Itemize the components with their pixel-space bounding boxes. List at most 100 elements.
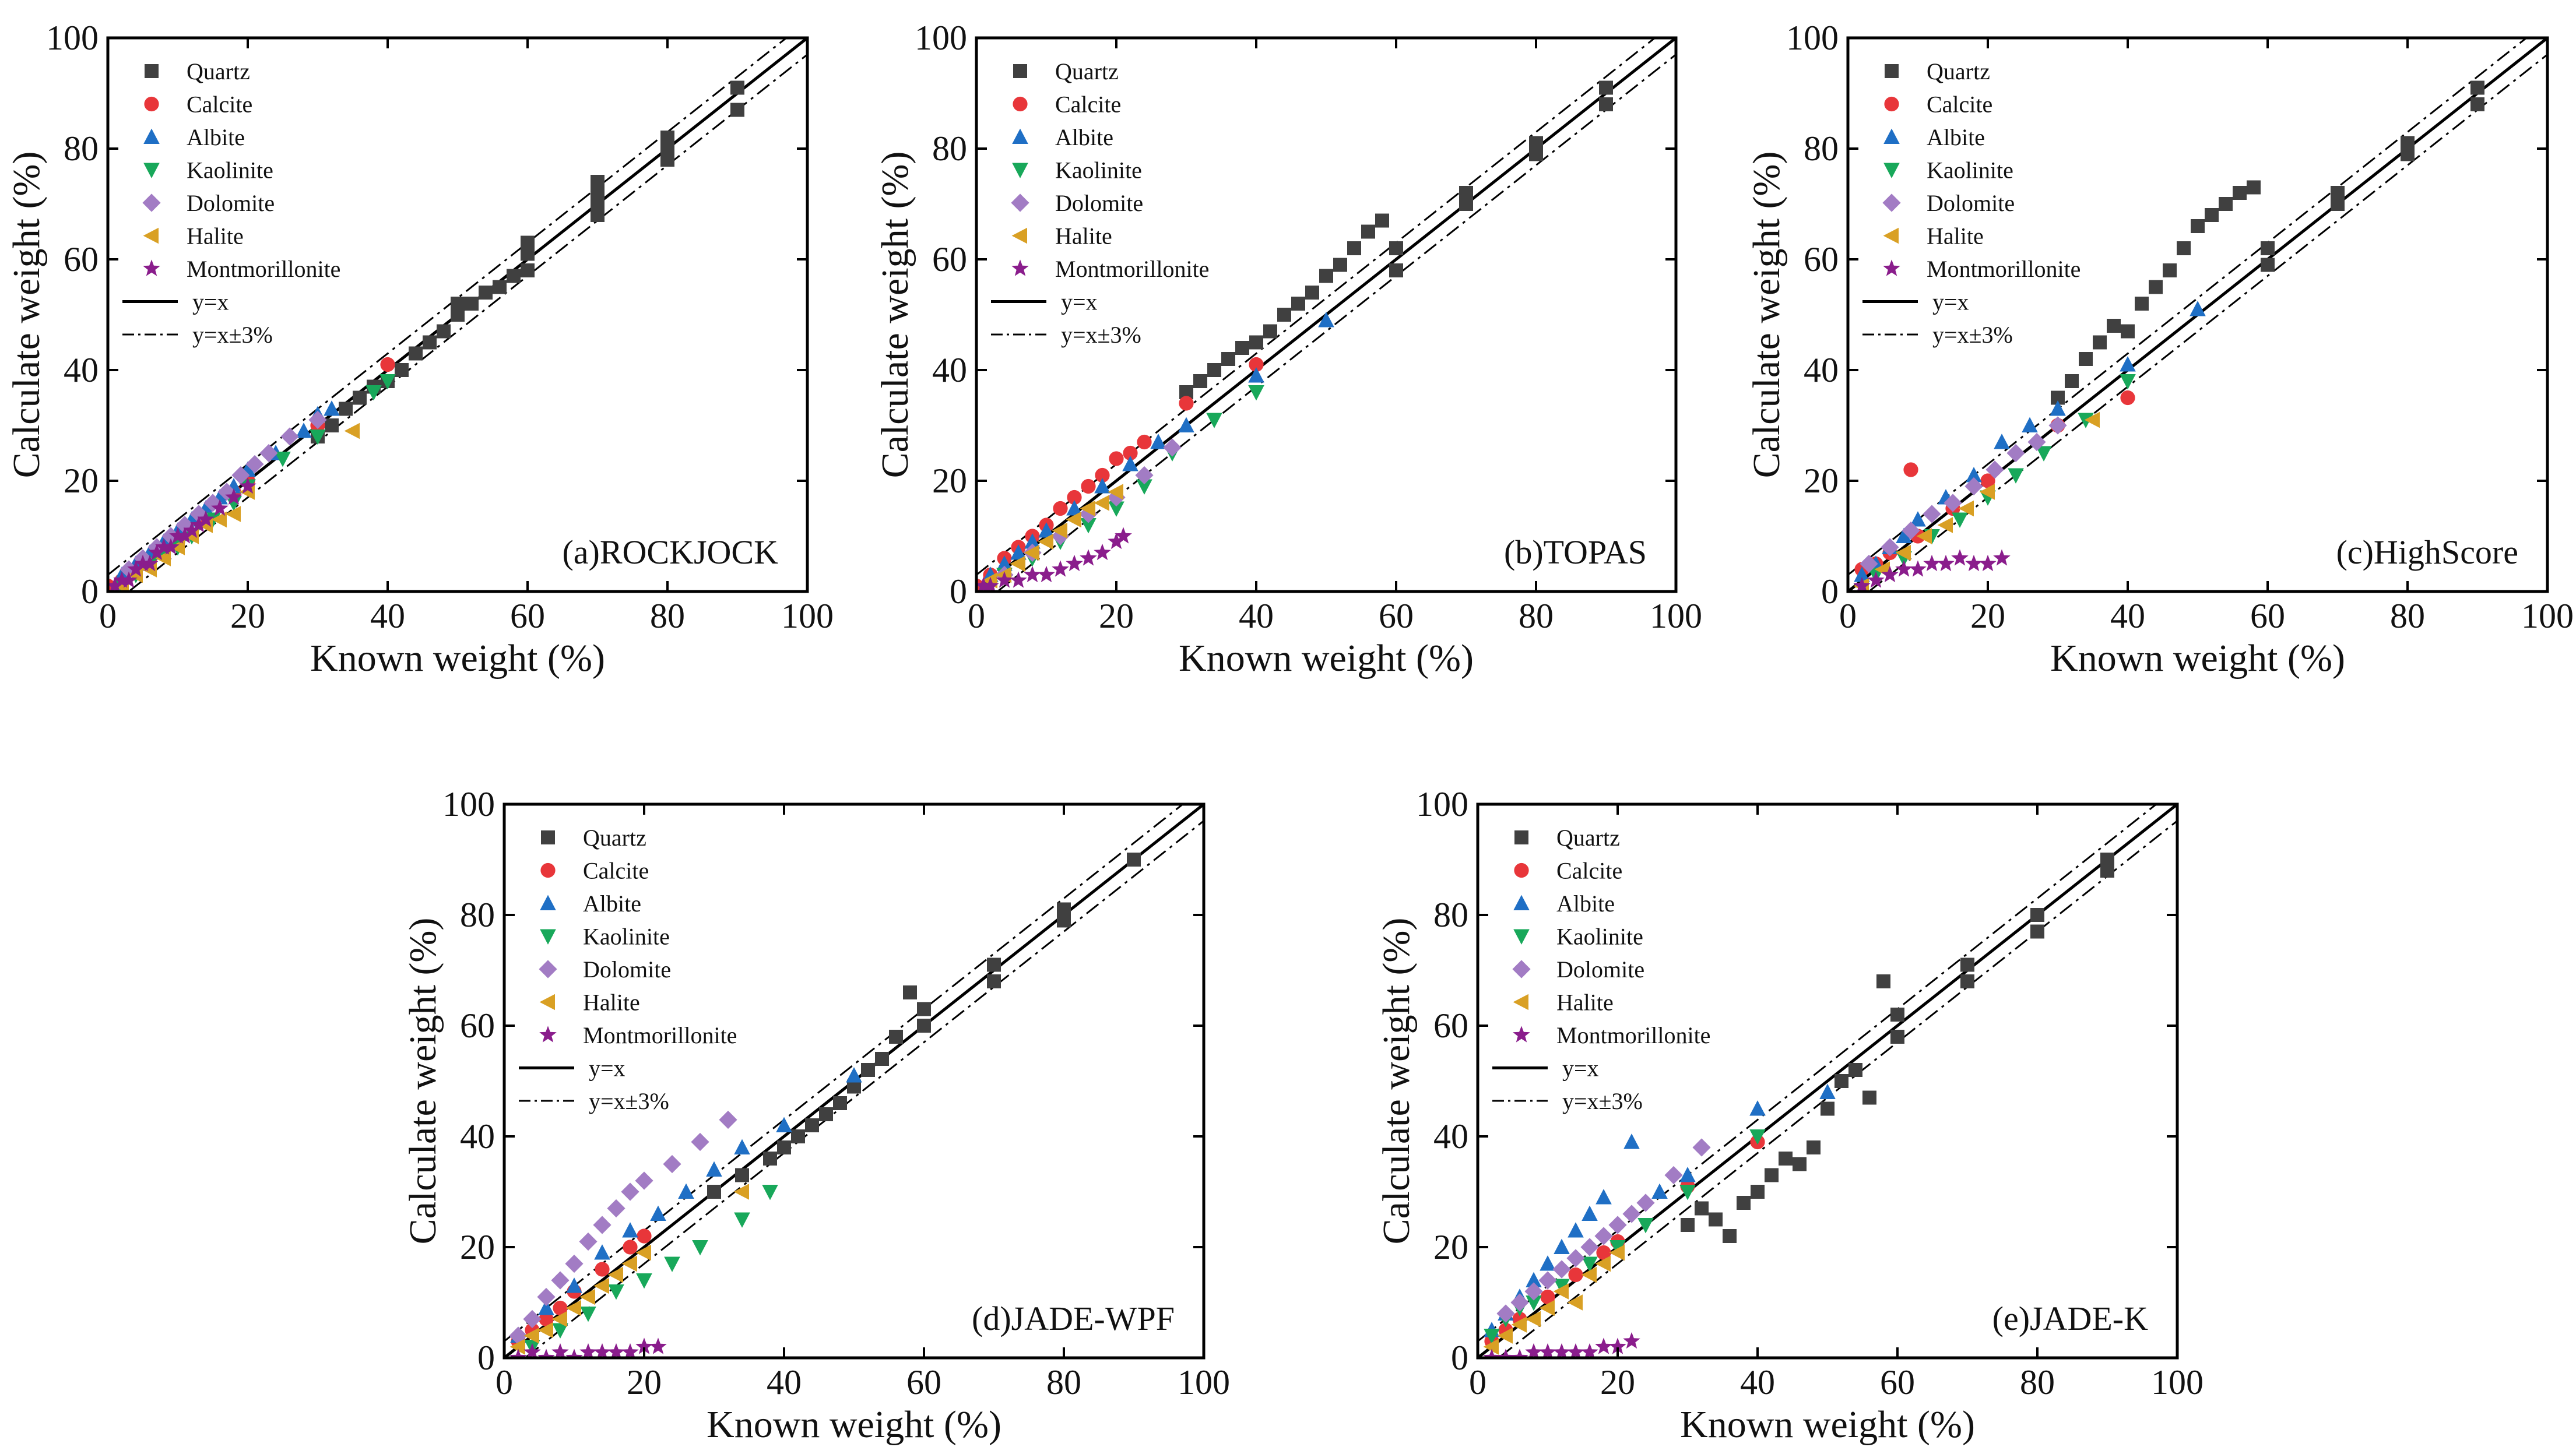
kaolinite-point — [1108, 501, 1124, 517]
x-tick-label: 80 — [2020, 1363, 2055, 1402]
montmorillonite-point — [197, 510, 215, 527]
montmorillonite-point — [1080, 549, 1097, 566]
x-tick-label: 20 — [627, 1363, 662, 1402]
halite-point — [1567, 1294, 1583, 1311]
quartz-point — [479, 286, 493, 300]
montmorillonite-point — [190, 516, 208, 533]
y-tick-label: 60 — [932, 240, 967, 279]
y-tick-label: 80 — [932, 129, 967, 168]
quartz-point — [1277, 308, 1291, 322]
dolomite-point — [621, 1182, 639, 1201]
x-axis-title: Known weight (%) — [1680, 1403, 1975, 1446]
albite-point — [2022, 417, 2038, 432]
quartz-point — [1890, 1030, 1904, 1044]
kaolinite-point — [1679, 1185, 1696, 1200]
quartz-point — [917, 1002, 931, 1016]
y-tick-label: 20 — [460, 1228, 495, 1266]
albite-point — [734, 1139, 750, 1154]
calcite-point — [553, 1300, 568, 1316]
x-tick-label: 0 — [495, 1363, 513, 1402]
quartz-point — [1207, 363, 1221, 377]
albite-point — [846, 1067, 862, 1083]
y-axis-title: Calculate weight (%) — [1745, 152, 1788, 478]
montmorillonite-point — [621, 1343, 639, 1358]
halite-point — [1511, 1316, 1527, 1333]
albite-point — [996, 555, 1013, 571]
halite-point — [1038, 533, 1053, 550]
legend-item: Dolomite — [1512, 956, 1644, 983]
legend-item: Halite — [539, 990, 640, 1016]
quartz-point — [1319, 269, 1333, 283]
quartz-point — [763, 1152, 777, 1166]
y-tick-label: 80 — [64, 129, 99, 168]
albite-point — [2190, 301, 2206, 316]
montmorillonite-point — [1038, 565, 1055, 583]
montmorillonite-point — [1581, 1343, 1598, 1358]
kaolinite-point — [2036, 446, 2052, 462]
line-y-equals-x-minus-3 — [1497, 820, 2177, 1358]
montmorillonite-point — [635, 1337, 653, 1354]
legend-item: Albite — [143, 124, 245, 150]
quartz-point — [2205, 208, 2219, 222]
panel-jade-wpf: 0 20 40 60 80 100 0 20 40 60 80 100 Known weight (%)… — [402, 785, 1230, 1446]
data-points — [1483, 853, 2114, 1358]
x-tick-label: 20 — [1970, 597, 2005, 635]
legend-label: Halite — [187, 223, 244, 249]
plot-frame — [106, 36, 809, 593]
quartz-point — [1779, 1152, 1793, 1166]
albite-point — [1526, 1272, 1542, 1287]
kaolinite-point — [310, 429, 326, 445]
legend-marker-montmorillonite — [143, 259, 160, 276]
calcite-point — [1095, 467, 1110, 483]
quartz-point — [1681, 1218, 1695, 1232]
dolomite-point — [259, 443, 278, 463]
calcite-point — [1137, 434, 1152, 450]
quartz-point — [1221, 352, 1235, 366]
x-tick-label: 60 — [510, 597, 545, 635]
kaolinite-point — [1526, 1295, 1542, 1311]
quartz-point — [1821, 1101, 1835, 1116]
legend-item: Dolomite — [1882, 190, 2015, 216]
legend-label: y=x — [1061, 289, 1098, 315]
dolomite-point — [1594, 1227, 1613, 1245]
albite-point — [1038, 522, 1055, 538]
kaolinite-point — [762, 1185, 778, 1200]
kaolinite-point — [608, 1284, 624, 1300]
quartz-point — [507, 269, 521, 283]
x-tick-label: 80 — [1519, 597, 1554, 635]
dolomite-point — [579, 1232, 598, 1251]
montmorillonite-point — [1853, 576, 1871, 592]
albite-point — [1595, 1189, 1612, 1205]
dolomite-point — [1538, 1271, 1557, 1290]
quartz-point — [903, 985, 917, 999]
halite-point — [1525, 1311, 1541, 1328]
quartz-point — [1249, 335, 1263, 350]
legend-label: y=x — [192, 289, 229, 315]
panel-label: (b)TOPAS — [1504, 533, 1647, 571]
legend-marker-halite — [1883, 227, 1899, 244]
halite-point — [1595, 1255, 1611, 1272]
kaolinite-point — [2008, 468, 2024, 484]
calcite-point — [637, 1228, 652, 1244]
halite-point — [1066, 511, 1081, 528]
albite-point — [1094, 478, 1110, 494]
x-axis-title: Known weight (%) — [2050, 637, 2345, 680]
dolomite-point — [1107, 488, 1126, 507]
x-tick-label: 0 — [1839, 597, 1857, 635]
dolomite-point — [593, 1216, 612, 1234]
legend-item: Quartz — [1514, 825, 1620, 851]
montmorillonite-point — [1979, 554, 1997, 572]
legend-label: Halite — [583, 990, 640, 1016]
montmorillonite-point — [113, 571, 131, 588]
montmorillonite-point — [1094, 543, 1111, 561]
quartz-point — [1599, 80, 1613, 95]
legend-marker-kaolinite — [1012, 163, 1028, 178]
quartz-point — [1389, 241, 1403, 255]
halite-point — [565, 1300, 581, 1316]
quartz-point — [465, 297, 479, 311]
calcite-point — [1903, 462, 1918, 477]
plot-frame — [1846, 36, 2549, 593]
albite-point — [1582, 1205, 1598, 1221]
dolomite-point — [1881, 538, 1899, 557]
calcite-point — [623, 1240, 638, 1255]
